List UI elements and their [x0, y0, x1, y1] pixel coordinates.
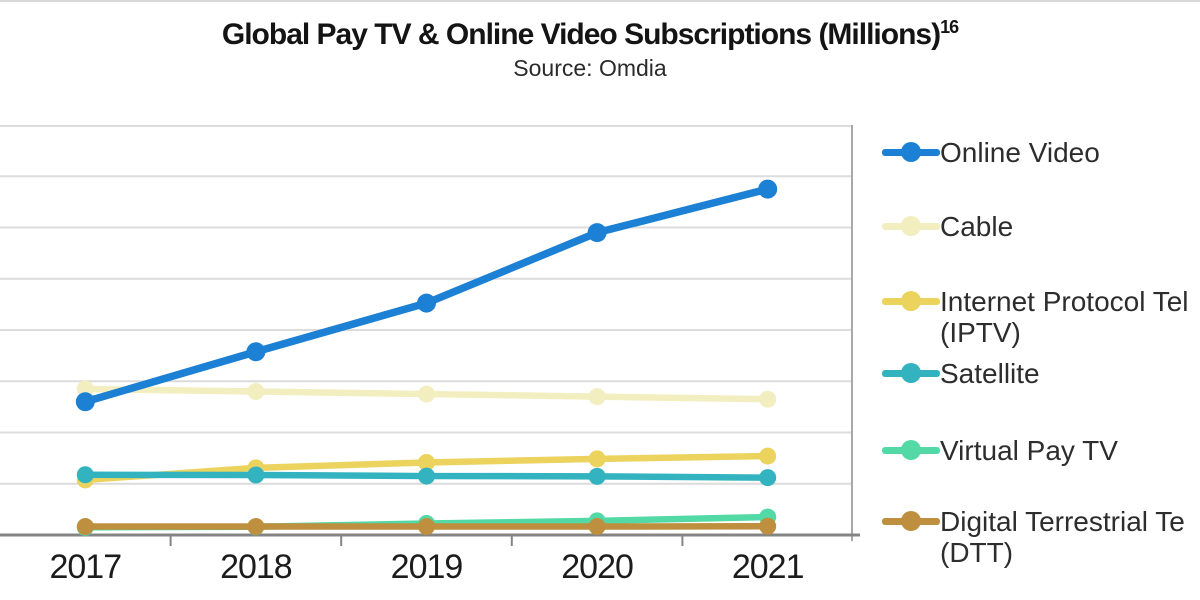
x-axis-label-2017: 2017: [49, 548, 122, 586]
legend: Online Video Cable Internet Protocol Tel (I…: [882, 0, 1200, 600]
legend-label-line: Online Video: [940, 137, 1100, 168]
legend-label-line: Virtual Pay TV: [940, 435, 1118, 466]
legend-label: Cable: [940, 211, 1013, 242]
data-point-icon: [758, 179, 778, 199]
data-point-icon: [759, 469, 777, 487]
x-axis-label-2019: 2019: [390, 548, 464, 586]
data-point-icon: [587, 223, 607, 243]
data-point-icon: [247, 466, 265, 484]
data-point-icon: [588, 467, 606, 485]
legend-item-internet-protocol-tel: Internet Protocol Tel (IPTV): [882, 286, 1189, 348]
legend-label-line: (IPTV): [940, 317, 1021, 348]
data-point-icon: [247, 518, 265, 536]
data-point-icon: [247, 383, 265, 400]
data-point-icon: [417, 293, 436, 313]
legend-marker-icon: [882, 435, 940, 465]
legend-label: Satellite: [940, 358, 1040, 389]
chart-subtitle: Source: Omdia: [513, 55, 667, 81]
legend-marker-icon: [882, 506, 940, 536]
title-block: Global Pay TV & Online Video Subscriptio…: [0, 18, 1180, 82]
legend-dot-icon: [901, 142, 921, 162]
legend-marker-icon: [882, 137, 940, 167]
data-point-icon: [759, 447, 777, 465]
legend-label-line: Internet Protocol Tel: [940, 286, 1189, 317]
legend-item-cable: Cable: [882, 211, 1013, 242]
data-point-icon: [418, 467, 435, 485]
legend-item-online-video: Online Video: [882, 137, 1100, 168]
legend-dot-icon: [901, 216, 921, 236]
data-point-icon: [75, 392, 95, 412]
legend-label: Online Video: [940, 137, 1100, 168]
legend-marker-icon: [882, 358, 940, 388]
x-axis-label-2021: 2021: [731, 548, 805, 586]
legend-item-digital-terrestrial-te: Digital Terrestrial Te (DTT): [882, 506, 1185, 568]
legend-label: Digital Terrestrial Te (DTT): [940, 506, 1185, 568]
legend-item-satellite: Satellite: [882, 358, 1040, 389]
chart-title: Global Pay TV & Online Video Subscriptio…: [0, 18, 1180, 52]
chart-title-footnote: 16: [940, 17, 959, 37]
legend-dot-icon: [901, 291, 921, 311]
data-point-icon: [246, 342, 266, 362]
legend-label-line: Cable: [940, 211, 1014, 242]
series-markers-satellite: [76, 466, 777, 487]
legend-marker-icon: [882, 286, 940, 316]
x-axis-label-2018: 2018: [220, 548, 293, 586]
legend-label-line: Digital Terrestrial Te: [940, 506, 1185, 537]
legend-dot-icon: [901, 363, 921, 383]
top-divider: [0, 0, 1200, 2]
data-point-icon: [588, 518, 606, 536]
data-point-icon: [418, 385, 435, 403]
legend-marker-icon: [882, 211, 940, 241]
series-markers-cable: [76, 380, 777, 408]
data-point-icon: [76, 466, 94, 484]
legend-label-line: (DTT): [940, 537, 1014, 568]
data-point-icon: [76, 518, 94, 536]
plot-area: [0, 125, 860, 546]
data-point-icon: [759, 517, 777, 535]
legend-dot-icon: [901, 440, 921, 460]
data-point-icon: [418, 518, 435, 536]
data-point-icon: [588, 450, 606, 468]
data-point-icon: [759, 390, 777, 408]
series-markers-online-video: [75, 179, 778, 412]
legend-item-virtual-pay-tv: Virtual Pay TV: [882, 435, 1118, 466]
data-point-icon: [588, 388, 606, 406]
x-axis-label-2020: 2020: [561, 548, 634, 586]
series-markers-digital-terrestrial-te-dtt: [76, 517, 777, 536]
legend-label-line: Satellite: [940, 358, 1040, 389]
legend-label: Virtual Pay TV: [940, 435, 1118, 466]
legend-label: Internet Protocol Tel (IPTV): [940, 286, 1189, 348]
data-point-icon: [418, 453, 435, 471]
legend-dot-icon: [901, 511, 921, 531]
data-point-icon: [76, 380, 94, 398]
chart-title-text: Global Pay TV & Online Video Subscriptio…: [221, 18, 941, 51]
